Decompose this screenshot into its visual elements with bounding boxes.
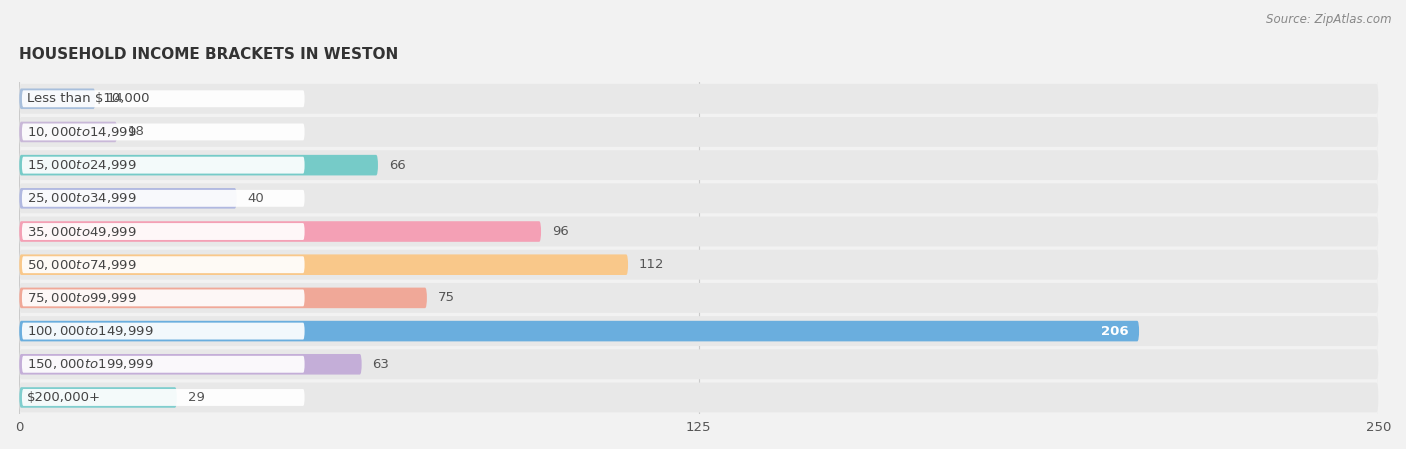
Text: 14: 14: [107, 92, 124, 105]
FancyBboxPatch shape: [20, 188, 236, 209]
Text: 96: 96: [553, 225, 568, 238]
Text: 206: 206: [1101, 325, 1128, 338]
FancyBboxPatch shape: [22, 356, 305, 373]
FancyBboxPatch shape: [20, 354, 361, 374]
Text: 29: 29: [188, 391, 205, 404]
FancyBboxPatch shape: [22, 123, 305, 141]
Text: $150,000 to $199,999: $150,000 to $199,999: [27, 357, 153, 371]
Text: 75: 75: [437, 291, 454, 304]
Text: $25,000 to $34,999: $25,000 to $34,999: [27, 191, 136, 205]
FancyBboxPatch shape: [20, 216, 1378, 247]
FancyBboxPatch shape: [22, 290, 305, 306]
FancyBboxPatch shape: [20, 349, 1378, 379]
FancyBboxPatch shape: [20, 383, 1378, 412]
FancyBboxPatch shape: [22, 157, 305, 174]
Text: $200,000+: $200,000+: [27, 391, 101, 404]
FancyBboxPatch shape: [20, 150, 1378, 180]
FancyBboxPatch shape: [20, 155, 378, 176]
Text: 18: 18: [128, 125, 145, 138]
FancyBboxPatch shape: [20, 122, 117, 142]
Text: 63: 63: [373, 358, 389, 371]
FancyBboxPatch shape: [22, 389, 305, 406]
Text: $35,000 to $49,999: $35,000 to $49,999: [27, 224, 136, 238]
Text: 112: 112: [638, 258, 665, 271]
Text: $15,000 to $24,999: $15,000 to $24,999: [27, 158, 136, 172]
FancyBboxPatch shape: [22, 323, 305, 339]
FancyBboxPatch shape: [20, 288, 427, 308]
Text: HOUSEHOLD INCOME BRACKETS IN WESTON: HOUSEHOLD INCOME BRACKETS IN WESTON: [20, 47, 398, 62]
FancyBboxPatch shape: [20, 321, 1139, 341]
FancyBboxPatch shape: [20, 183, 1378, 213]
FancyBboxPatch shape: [22, 223, 305, 240]
FancyBboxPatch shape: [20, 255, 628, 275]
FancyBboxPatch shape: [20, 250, 1378, 280]
FancyBboxPatch shape: [22, 190, 305, 207]
Text: Source: ZipAtlas.com: Source: ZipAtlas.com: [1267, 13, 1392, 26]
Text: Less than $10,000: Less than $10,000: [27, 92, 150, 105]
FancyBboxPatch shape: [20, 84, 1378, 114]
FancyBboxPatch shape: [20, 117, 1378, 147]
FancyBboxPatch shape: [20, 316, 1378, 346]
FancyBboxPatch shape: [22, 256, 305, 273]
FancyBboxPatch shape: [20, 221, 541, 242]
FancyBboxPatch shape: [20, 387, 177, 408]
Text: $100,000 to $149,999: $100,000 to $149,999: [27, 324, 153, 338]
Text: 40: 40: [247, 192, 264, 205]
FancyBboxPatch shape: [22, 90, 305, 107]
Text: $75,000 to $99,999: $75,000 to $99,999: [27, 291, 136, 305]
Text: $10,000 to $14,999: $10,000 to $14,999: [27, 125, 136, 139]
Text: 66: 66: [389, 158, 405, 172]
FancyBboxPatch shape: [20, 283, 1378, 313]
FancyBboxPatch shape: [20, 88, 96, 109]
Text: $50,000 to $74,999: $50,000 to $74,999: [27, 258, 136, 272]
